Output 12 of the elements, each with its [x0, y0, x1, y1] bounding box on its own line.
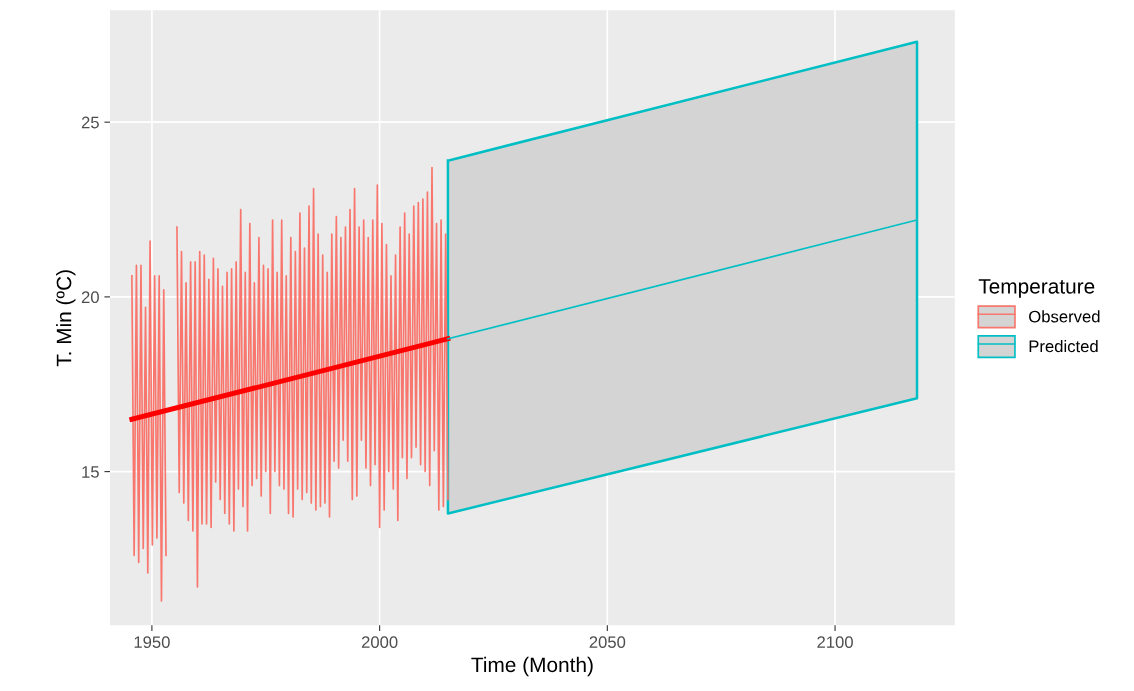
y-tick-label: 20 [81, 291, 99, 304]
x-tick-label: 2050 [589, 636, 626, 649]
x-tick-label: 2100 [817, 636, 853, 649]
legend-label: Predicted [1029, 339, 1098, 353]
legend-title: Temperature [978, 279, 1095, 298]
y-tick-label: 15 [82, 466, 99, 478]
y-axis-title: T. Min (ºC) [56, 270, 76, 367]
legend-label: Observed [1029, 310, 1100, 323]
x-tick-label: 2000 [361, 636, 398, 649]
y-tick-label: 25 [81, 116, 99, 129]
x-axis-title: Time (Month) [471, 656, 593, 677]
x-tick-label: 1950 [134, 636, 170, 649]
